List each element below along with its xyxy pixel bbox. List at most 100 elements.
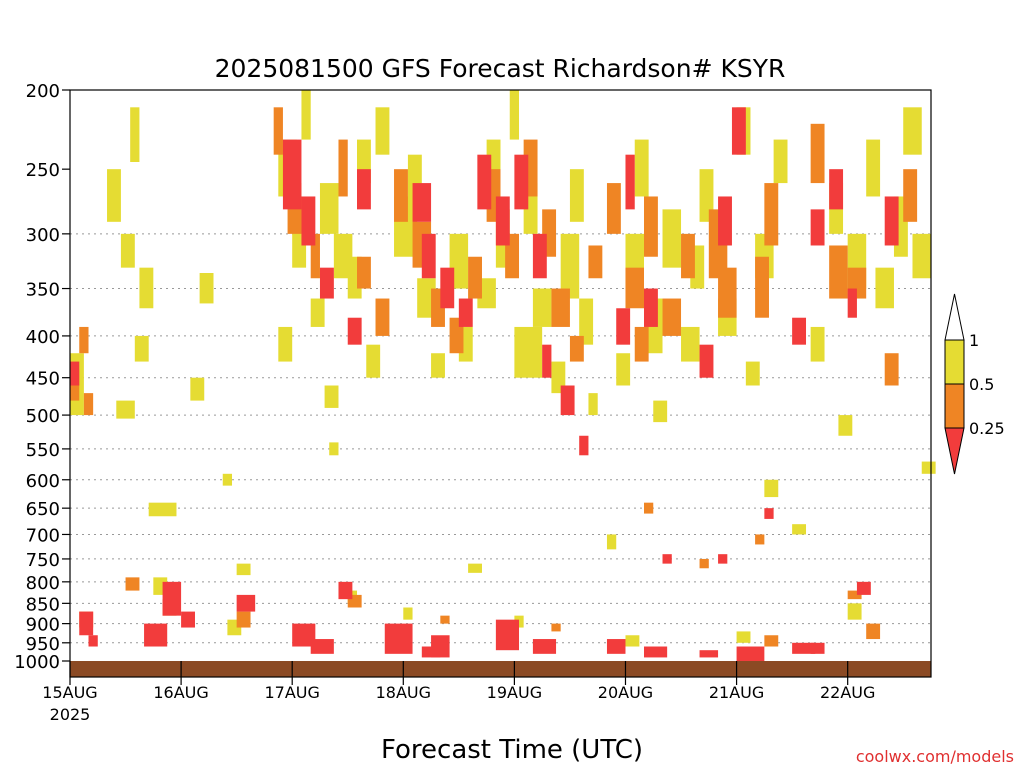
x-tick-label: 19AUG	[487, 683, 542, 702]
y-axis: 200 250 300 350 400 450 500 550 600 650 700 7508008…	[14, 81, 70, 673]
ri-cell	[616, 308, 631, 345]
ri-cell	[764, 508, 774, 519]
legend-label: 0.25	[969, 419, 1005, 438]
ri-cell	[847, 590, 862, 600]
ri-cell	[357, 169, 371, 210]
ri-cell	[634, 139, 649, 197]
ri-cell	[88, 635, 98, 647]
ri-cell	[921, 461, 936, 474]
x-tick-label: 22AUG	[820, 683, 875, 702]
ri-cell	[829, 245, 848, 299]
ground-band	[70, 661, 931, 677]
ri-cell	[792, 317, 807, 345]
ri-cell	[509, 90, 520, 140]
ri-cell	[514, 326, 543, 378]
ri-cell	[468, 256, 482, 299]
ri-cell	[829, 169, 844, 210]
ri-cell	[70, 361, 80, 386]
ri-cell	[588, 393, 598, 416]
x-tick-sublabel: 2025	[50, 705, 91, 724]
ri-cell	[616, 353, 631, 386]
x-tick-label: 16AUG	[153, 683, 208, 702]
ri-cell	[810, 326, 825, 362]
ri-cell	[440, 615, 450, 624]
ri-cell	[662, 298, 682, 336]
ri-cell	[421, 233, 436, 279]
ri-cell	[634, 326, 649, 362]
ri-cell	[83, 393, 94, 416]
ri-cell	[440, 267, 455, 309]
ri-cell	[495, 619, 520, 651]
y-tick-label: 200	[26, 81, 60, 102]
ri-cell	[551, 623, 561, 632]
y-tick-label: 450	[26, 369, 60, 390]
ri-cell	[338, 581, 353, 600]
legend: 1 0.5 0.25	[944, 293, 1005, 475]
plot-frame	[69, 89, 932, 678]
ri-cell	[718, 196, 732, 246]
y-tick-label: 750	[26, 550, 60, 571]
y-tick-label: 650	[26, 499, 60, 520]
ri-cell	[644, 196, 658, 257]
ri-cell	[810, 123, 825, 184]
ri-cell	[644, 646, 668, 658]
x-tick-label: 20AUG	[598, 683, 653, 702]
y-tick-label: 550	[26, 440, 60, 461]
y-tick-label: 600	[26, 471, 60, 492]
ri-cell	[542, 344, 552, 378]
ri-cell	[301, 196, 316, 246]
ri-cell	[107, 169, 121, 222]
ri-cell	[236, 611, 251, 628]
ri-cell	[551, 288, 570, 327]
ri-cell	[792, 642, 816, 654]
ri-cell	[273, 107, 283, 155]
ri-cell	[458, 298, 473, 327]
ri-cell	[403, 607, 413, 620]
y-tick-label: 400	[26, 327, 60, 348]
ri-cell	[310, 298, 325, 327]
ri-cell	[236, 594, 256, 612]
ri-cell	[357, 256, 371, 289]
ri-cell	[755, 534, 765, 545]
ri-cell	[625, 154, 635, 210]
ri-cell	[606, 183, 621, 234]
ri-cell	[718, 267, 737, 318]
ri-cell	[764, 635, 779, 647]
y-tick-label: 250	[26, 160, 60, 181]
ri-cell	[644, 502, 654, 514]
ri-cell	[310, 233, 320, 279]
x-axis-label: Forecast Time (UTC)	[381, 735, 643, 765]
x-tick-label: 17AUG	[264, 683, 319, 702]
legend-swatch	[944, 427, 965, 475]
legend-swatch	[944, 339, 965, 385]
ri-cell	[866, 139, 881, 197]
ri-cell	[681, 233, 695, 279]
ri-cell	[606, 534, 617, 550]
ri-cell	[329, 442, 339, 456]
y-tick-label: 1000	[14, 652, 60, 673]
ri-cell	[324, 385, 339, 408]
ri-cell	[903, 169, 918, 222]
ri-cell	[394, 169, 408, 222]
x-tick-label: 21AUG	[709, 683, 764, 702]
y-tick-label: 900	[26, 615, 60, 636]
ri-cell	[745, 361, 760, 386]
ri-cell	[644, 288, 658, 327]
y-tick-label: 300	[26, 225, 60, 246]
ri-cell	[551, 361, 566, 394]
ri-cell	[755, 256, 769, 318]
ri-cell	[903, 107, 922, 155]
ri-cell	[144, 623, 168, 647]
ri-cell	[699, 169, 714, 222]
ri-cell	[181, 611, 195, 628]
ri-cell	[662, 209, 682, 268]
ri-cell	[699, 650, 719, 658]
legend-label: 1	[969, 331, 979, 350]
ri-cell	[875, 267, 894, 309]
ri-cell	[333, 233, 353, 279]
ri-cell	[347, 317, 362, 345]
ri-cell	[319, 183, 339, 234]
ri-cell	[866, 623, 881, 640]
ri-cell	[560, 233, 580, 299]
